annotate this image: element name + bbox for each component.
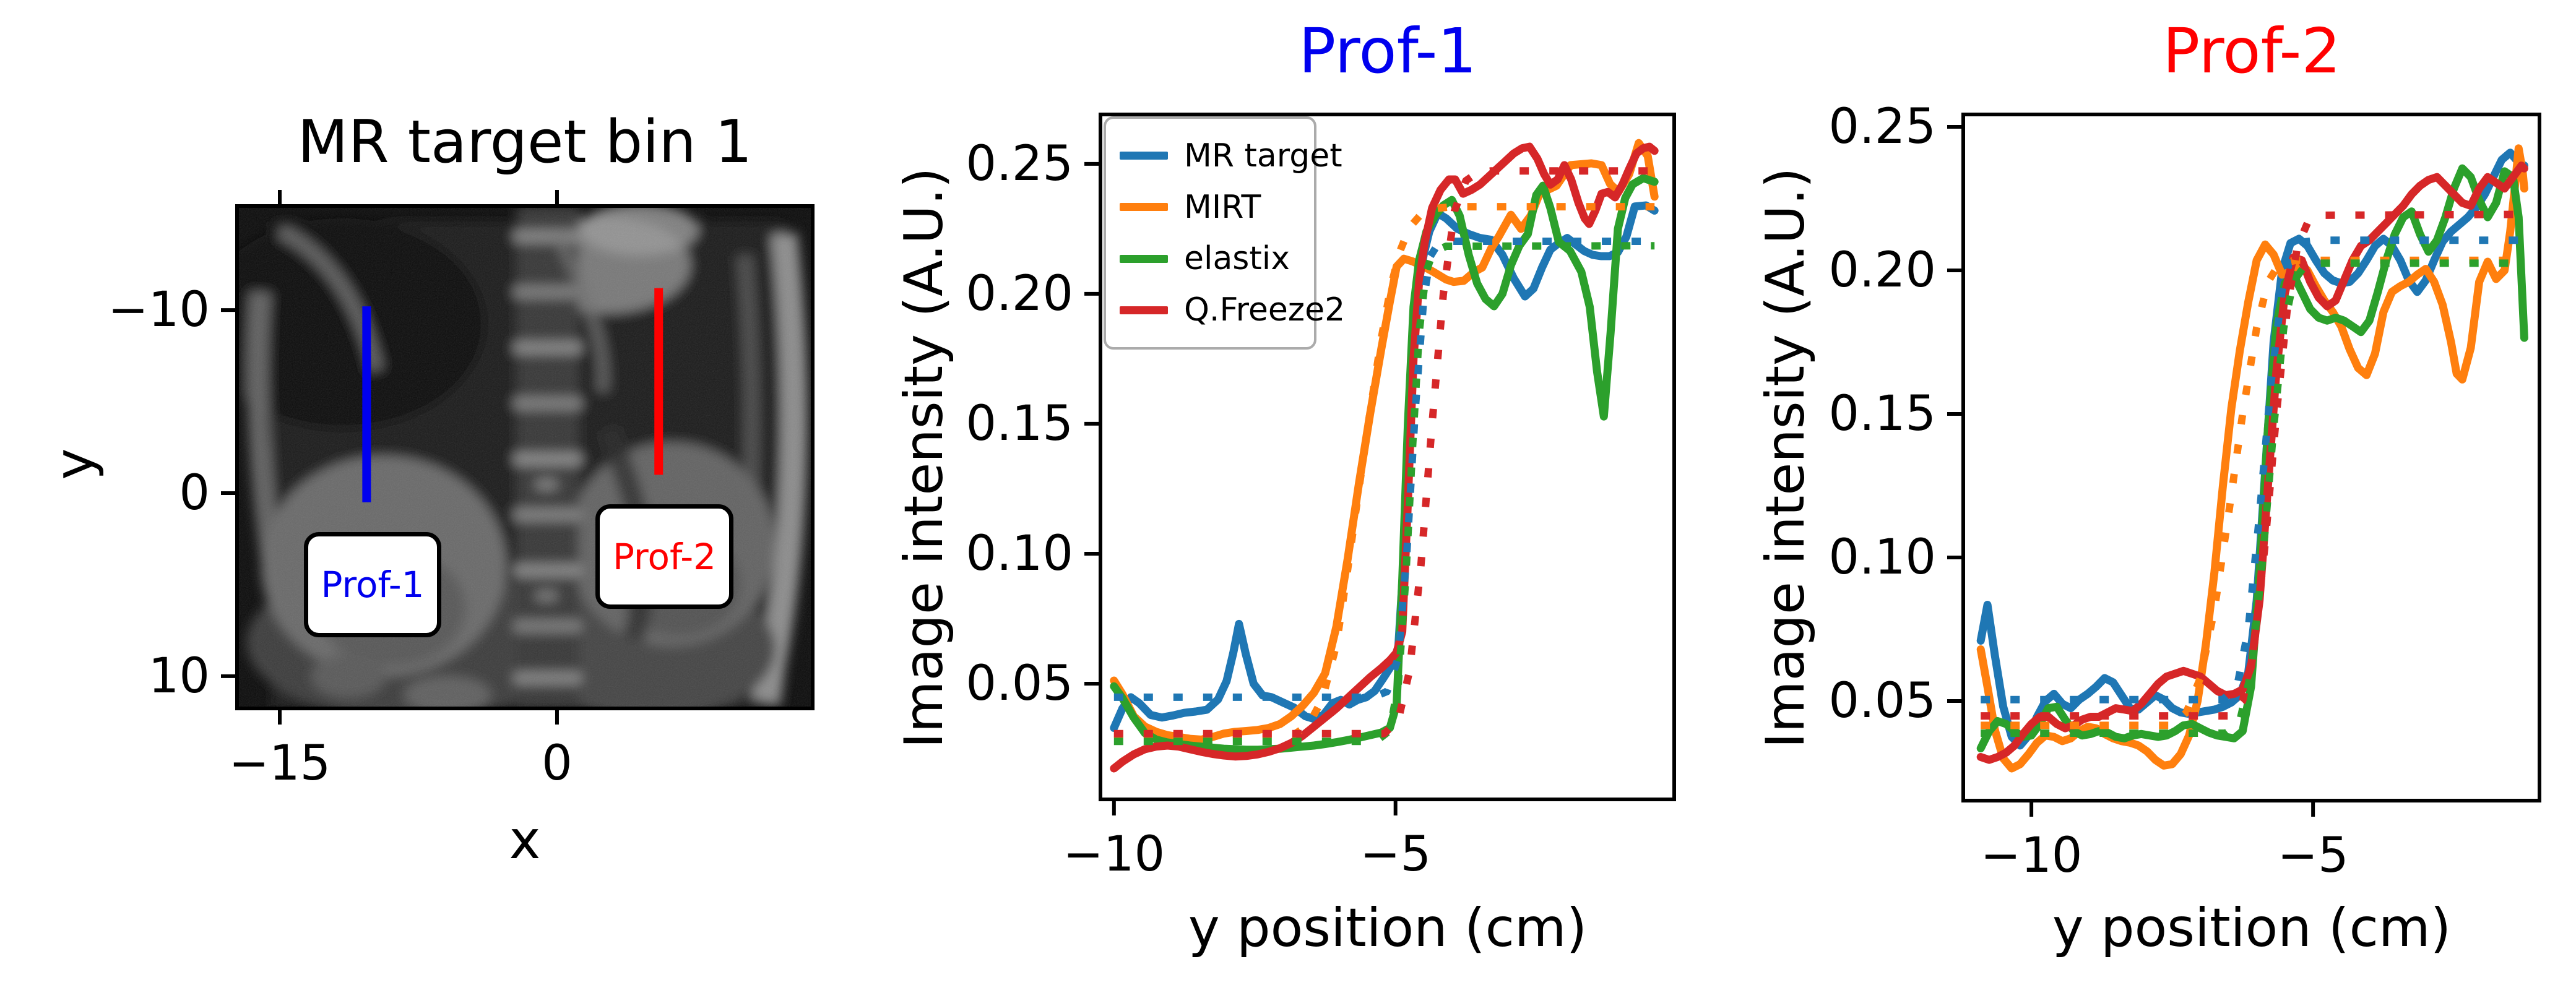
Prof-2-ytick-label: 0.15 bbox=[1828, 385, 1936, 442]
prof1-xlabel: y position (cm) bbox=[1188, 897, 1588, 959]
Prof-2-ytick-label: 0.20 bbox=[1828, 242, 1936, 298]
legend-line-icon bbox=[1120, 306, 1168, 314]
series-Prof-2-Q.Freeze2 bbox=[1976, 161, 2528, 764]
series-Prof-2-MIRT fit (dotted) bbox=[1981, 256, 2525, 729]
legend-item-MIRT: MIRT bbox=[1120, 191, 1314, 223]
mr-ytick-label: 0 bbox=[179, 465, 210, 521]
mr-ytick-label: 10 bbox=[148, 648, 210, 704]
Prof-1-xtick-label: −10 bbox=[1063, 827, 1165, 882]
Prof-1-ytick-label: 0.05 bbox=[966, 656, 1073, 712]
Prof-2-ytick-label: 0.25 bbox=[1828, 98, 1936, 155]
series-Prof-2-Q.Freeze2 fit (dotted) bbox=[1981, 210, 2525, 720]
mr-panel-title: MR target bin 1 bbox=[297, 108, 753, 176]
legend-label: elastix bbox=[1184, 240, 1290, 278]
Prof-1-xtick-label: −5 bbox=[1360, 827, 1432, 882]
legend-item-Q.Freeze2: Q.Freeze2 bbox=[1120, 294, 1345, 326]
legend-line-icon bbox=[1120, 152, 1168, 160]
legend-line-icon bbox=[1120, 203, 1168, 212]
prof2-marker-box: Prof-2 bbox=[595, 504, 733, 609]
prof2-title: Prof-2 bbox=[2162, 15, 2341, 87]
legend-label: MR target bbox=[1184, 137, 1342, 174]
Prof-2-ytick-label: 0.05 bbox=[1828, 673, 1936, 729]
prof1-marker-label: Prof-1 bbox=[321, 564, 425, 606]
mr-ytick-label: −10 bbox=[108, 282, 210, 338]
axes-spines bbox=[1961, 113, 2541, 802]
prof1-marker-box: Prof-1 bbox=[304, 532, 441, 637]
prof1-title: Prof-1 bbox=[1298, 15, 1477, 87]
series-Prof-2-MIRT bbox=[1976, 144, 2528, 773]
prof2-xlabel: y position (cm) bbox=[2052, 897, 2452, 959]
mr-ylabel: y bbox=[43, 448, 105, 480]
legend-item-elastix: elastix bbox=[1120, 243, 1314, 275]
prof2-marker-label: Prof-2 bbox=[612, 535, 717, 578]
mr-xtick-label: −15 bbox=[228, 736, 331, 791]
Prof-1-ytick-label: 0.25 bbox=[966, 135, 1073, 192]
series-Prof-2-elastix fit (dotted) bbox=[1981, 259, 2525, 737]
legend-item-MR target: MR target bbox=[1120, 140, 1342, 172]
Prof-1-ytick-label: 0.15 bbox=[966, 395, 1073, 452]
legend-label: Q.Freeze2 bbox=[1184, 291, 1346, 329]
mr-xtick-label: 0 bbox=[542, 736, 573, 791]
chart-Prof-2 bbox=[1947, 113, 2541, 817]
prof2-ylabel: Image intensity (A.U.) bbox=[1755, 167, 1817, 749]
Prof-1-ytick-label: 0.10 bbox=[966, 525, 1073, 582]
Prof-2-ytick-label: 0.10 bbox=[1828, 529, 1936, 585]
series-Prof-2-elastix bbox=[1976, 164, 2528, 752]
legend-box: MR target MIRT elastix Q.Freeze2 bbox=[1104, 116, 1345, 350]
legend-label: MIRT bbox=[1184, 188, 1261, 226]
prof1-ylabel: Image intensity (A.U.) bbox=[893, 167, 955, 749]
Prof-2-xtick-label: −5 bbox=[2277, 828, 2349, 884]
series-Prof-2-MR target fit (dotted) bbox=[1981, 236, 2525, 703]
Prof-1-ytick-label: 0.20 bbox=[966, 265, 1073, 322]
legend-line-icon bbox=[1120, 254, 1168, 263]
mr-xlabel: x bbox=[509, 809, 541, 871]
series-Prof-2-MR target bbox=[1976, 148, 2528, 750]
Prof-2-xtick-label: −10 bbox=[1980, 828, 2083, 884]
